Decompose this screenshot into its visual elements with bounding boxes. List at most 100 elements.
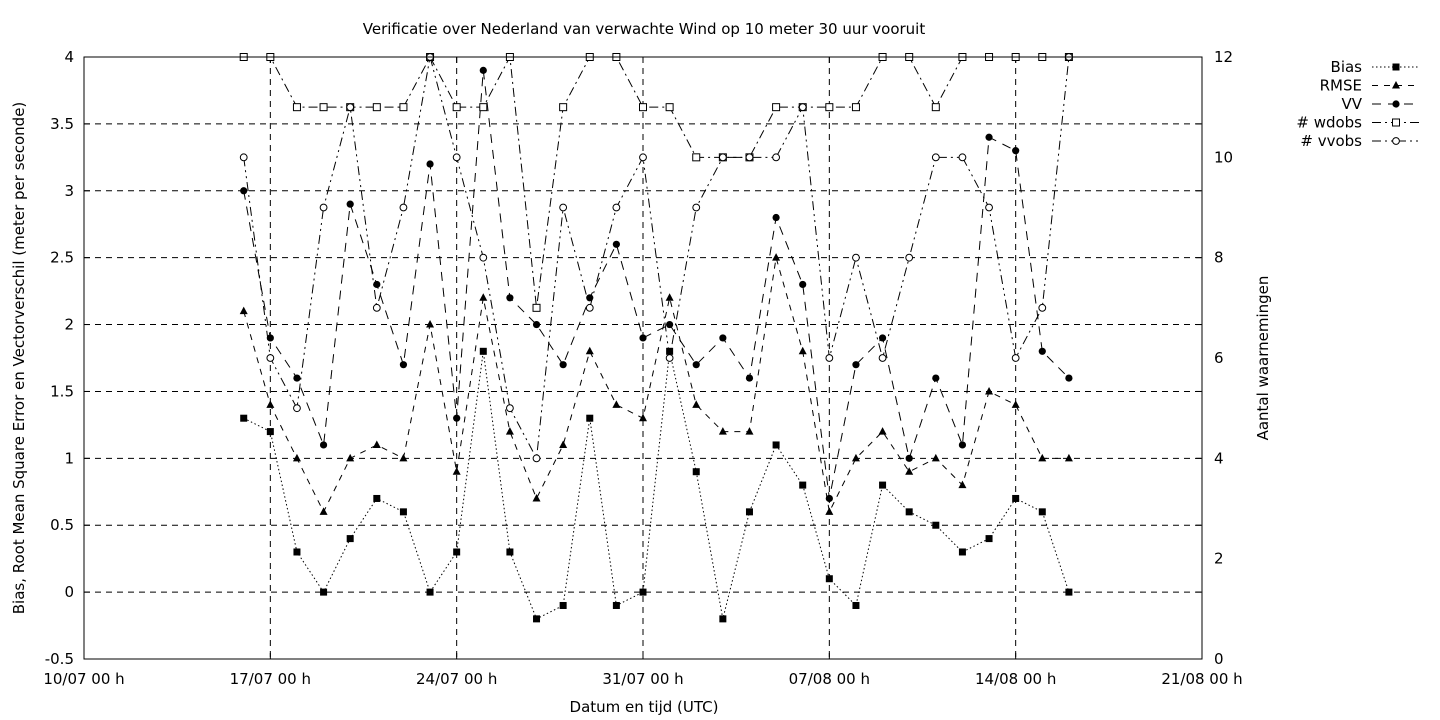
data-point xyxy=(851,453,860,462)
y2-tick-label: 0 xyxy=(1214,650,1224,668)
x-tick-label: 21/08 00 h xyxy=(1161,670,1242,688)
y2-tick-label: 6 xyxy=(1214,349,1224,367)
data-point xyxy=(452,103,461,112)
data-point xyxy=(266,354,275,362)
data-point xyxy=(533,615,541,623)
data-point xyxy=(639,588,647,596)
data-point xyxy=(1038,347,1046,355)
data-point xyxy=(346,453,355,462)
y2-tick-label: 12 xyxy=(1214,48,1233,66)
legend-marker xyxy=(1392,137,1400,145)
data-point xyxy=(931,153,940,162)
data-point xyxy=(799,481,807,489)
data-point xyxy=(399,203,408,212)
data-point xyxy=(346,200,354,208)
series-bias xyxy=(240,347,1073,623)
data-point xyxy=(985,203,993,212)
data-point xyxy=(426,160,434,168)
data-point xyxy=(958,548,966,556)
y-tick-label: 1 xyxy=(64,449,74,467)
data-point xyxy=(905,454,913,462)
data-point xyxy=(559,601,567,609)
data-point xyxy=(852,253,860,262)
data-point xyxy=(931,103,940,112)
x-tick-label: 14/08 00 h xyxy=(975,670,1056,688)
data-point xyxy=(559,103,568,112)
data-point xyxy=(932,374,940,382)
data-point xyxy=(479,66,487,74)
data-point xyxy=(719,615,727,623)
data-point xyxy=(453,548,461,556)
data-point xyxy=(719,334,727,342)
data-point xyxy=(479,293,488,301)
data-point xyxy=(745,427,754,435)
data-point xyxy=(479,253,488,262)
legend-label: # wdobs xyxy=(1296,114,1362,132)
data-point xyxy=(320,588,328,596)
y2-tick-label: 10 xyxy=(1214,148,1233,166)
data-point xyxy=(373,494,381,502)
data-point xyxy=(612,240,620,248)
data-point xyxy=(506,404,514,413)
legend-label: VV xyxy=(1341,95,1362,113)
data-point xyxy=(559,203,568,212)
y-tick-label: 2 xyxy=(64,316,74,334)
data-point xyxy=(452,153,461,162)
data-point xyxy=(399,361,408,369)
data-point xyxy=(1038,303,1047,312)
y-tick-label: 4 xyxy=(64,48,74,66)
data-point xyxy=(666,347,674,355)
data-point xyxy=(559,440,568,448)
data-point xyxy=(373,280,381,289)
legend-marker xyxy=(1392,118,1400,127)
data-point xyxy=(506,548,514,556)
data-point xyxy=(665,354,674,362)
data-point xyxy=(479,347,487,355)
data-point xyxy=(985,535,993,543)
data-point xyxy=(505,427,514,435)
y2-axis-label: Aantal waarnemingen xyxy=(1254,276,1272,441)
data-point xyxy=(692,203,701,212)
data-point xyxy=(532,303,541,312)
data-point xyxy=(559,361,567,369)
data-point xyxy=(399,453,408,462)
y-tick-label: -0.5 xyxy=(45,650,74,668)
series-layer xyxy=(239,53,1073,623)
data-point xyxy=(905,508,913,516)
x-tick-label: 10/07 00 h xyxy=(43,670,124,688)
data-point xyxy=(372,103,381,112)
data-point xyxy=(692,361,700,369)
data-point xyxy=(240,414,248,422)
axis-ticks: -0.5 0 0.5 1 1.5 2 2.5 3 3.5 4 0 2 4 6 8 10 12 10/07 00 h… xyxy=(43,48,1242,688)
legend-marker xyxy=(1392,63,1400,71)
data-point xyxy=(240,187,248,195)
x-tick-label: 31/07 00 h xyxy=(602,670,683,688)
data-point xyxy=(453,414,461,422)
data-point xyxy=(639,334,647,342)
data-point xyxy=(1038,453,1047,462)
data-point xyxy=(612,203,621,212)
data-point xyxy=(798,346,807,355)
data-point xyxy=(745,374,754,382)
data-point xyxy=(825,507,834,515)
y2-tick-label: 8 xyxy=(1214,249,1224,267)
data-point xyxy=(905,253,914,262)
series-line xyxy=(243,257,1069,514)
data-point xyxy=(639,103,647,112)
data-point xyxy=(239,306,248,315)
data-point xyxy=(532,454,541,463)
data-point xyxy=(399,103,408,112)
data-point xyxy=(958,480,967,489)
series-line xyxy=(243,56,1070,461)
data-point xyxy=(852,361,860,369)
data-point xyxy=(612,400,621,408)
data-point xyxy=(532,320,541,329)
data-point xyxy=(506,294,514,302)
series--wdobs xyxy=(239,53,1073,312)
x-tick-label: 24/07 00 h xyxy=(416,670,497,688)
x-tick-label: 17/07 00 h xyxy=(230,670,311,688)
data-point xyxy=(372,440,381,448)
legend-label: Bias xyxy=(1331,58,1363,76)
